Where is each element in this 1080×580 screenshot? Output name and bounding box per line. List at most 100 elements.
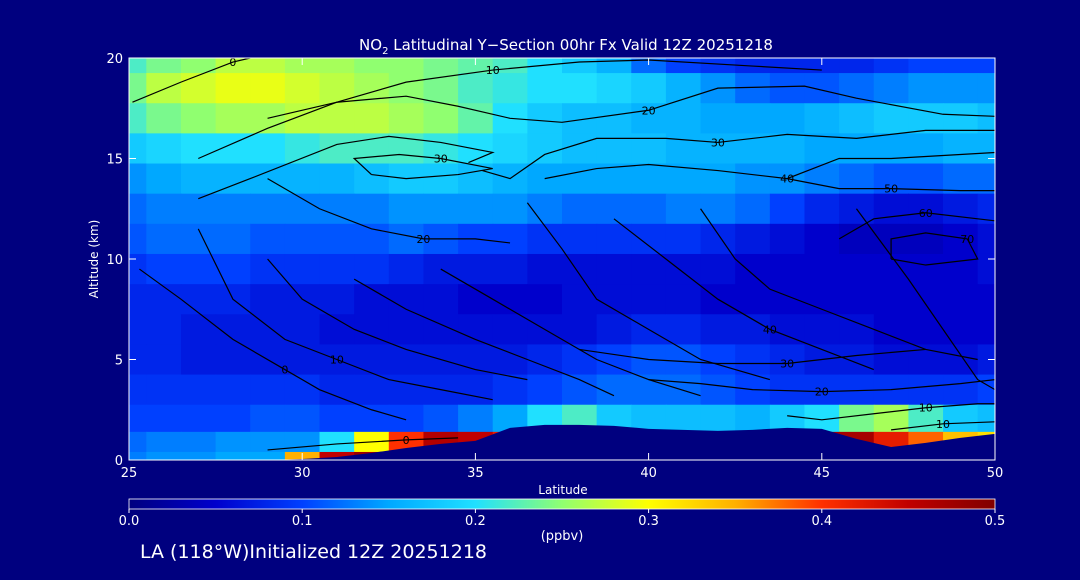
footer-caption: LA (118°W)Initialized 12Z 20251218 (140, 541, 487, 563)
field-cell (129, 193, 147, 225)
field-cell (700, 163, 736, 195)
field-cell (839, 344, 875, 376)
field-cell (319, 431, 355, 453)
field-cell (943, 73, 979, 104)
field-cell (458, 58, 494, 74)
contour-label: 20 (416, 233, 430, 246)
terrain-mask (129, 424, 995, 460)
field-cell (562, 253, 598, 285)
field-cell (527, 58, 563, 74)
field-cell (700, 223, 736, 255)
field-cell (492, 133, 528, 165)
colorbar-tick-label: 0.5 (985, 514, 1006, 529)
contour-line (353, 278, 615, 397)
contour-line (267, 178, 511, 244)
field-cell (769, 193, 806, 225)
colorbar-tick-label: 0.2 (465, 514, 486, 529)
field-cell (180, 73, 217, 104)
x-tick-label: 30 (294, 466, 311, 481)
field-cell (492, 223, 528, 255)
x-axis-label: Latitude (538, 483, 587, 497)
field-cell (146, 58, 182, 74)
field-cell (215, 223, 251, 255)
field-cell (943, 284, 979, 315)
field-cell (458, 163, 494, 195)
field-cell (319, 223, 355, 255)
field-cell (769, 223, 806, 255)
field-cell (250, 314, 286, 346)
field-cell (180, 253, 217, 285)
field-cell (735, 103, 771, 134)
field-cell (769, 73, 806, 104)
field-cell (146, 431, 182, 453)
field-cell (423, 103, 459, 134)
field-cell (527, 73, 563, 104)
field-cell (631, 253, 667, 285)
field-cell (250, 253, 286, 285)
field-cell (665, 133, 702, 165)
field-cell (146, 73, 182, 104)
field-cell (527, 193, 563, 225)
field-cell (596, 58, 632, 74)
y-axis-label: Altitude (km) (87, 220, 101, 299)
field-cell (908, 223, 944, 255)
field-cell (319, 284, 355, 315)
field-cell (943, 193, 979, 225)
y-tick-label: 20 (106, 52, 123, 67)
field-cell (129, 451, 147, 460)
field-cell (146, 133, 182, 165)
field-cell (250, 73, 286, 104)
field-cell (146, 193, 182, 225)
field-cell (492, 253, 528, 285)
field-cell (562, 314, 598, 346)
field-cell (423, 163, 459, 195)
field-cell (284, 103, 321, 134)
field-cell (423, 58, 459, 74)
field-cell (665, 58, 702, 74)
field-cell (700, 103, 736, 134)
contour-label: 30 (434, 153, 448, 166)
field-cell (492, 314, 528, 346)
field-cell (665, 284, 702, 315)
contour-line (648, 379, 995, 393)
field-cell (319, 451, 355, 460)
contour-line (198, 59, 822, 160)
field-cell (839, 314, 875, 346)
field-cell (804, 314, 840, 346)
contour-line (579, 348, 926, 365)
field-cell (908, 58, 944, 74)
field-cell (804, 133, 840, 165)
field-cell (735, 404, 771, 433)
field-cell (908, 133, 944, 165)
field-cell (527, 284, 563, 315)
field-cell (250, 374, 286, 406)
field-cell (146, 103, 182, 134)
field-cell (319, 58, 355, 74)
contour-label: 30 (780, 358, 794, 371)
field-cell (388, 374, 425, 406)
field-cell (562, 193, 598, 225)
field-cell (596, 344, 632, 376)
field-cell (631, 284, 667, 315)
field-cell (215, 451, 251, 460)
field-cell (873, 73, 909, 104)
field-cell (700, 58, 736, 74)
field-cell (769, 404, 806, 433)
field-cell (180, 58, 217, 74)
field-cell (354, 404, 390, 433)
field-cell (284, 344, 321, 376)
field-cell (129, 344, 147, 376)
field-cell (977, 193, 995, 225)
field-cell (562, 73, 598, 104)
field-cell (596, 73, 632, 104)
field-cell (146, 451, 182, 460)
contour-line (787, 178, 995, 192)
contour-label: 30 (711, 136, 725, 149)
field-cell (769, 133, 806, 165)
field-cell (977, 344, 995, 376)
field-cell (388, 404, 425, 433)
field-cell (873, 58, 909, 74)
field-cell (700, 374, 736, 406)
field-cell (873, 133, 909, 165)
